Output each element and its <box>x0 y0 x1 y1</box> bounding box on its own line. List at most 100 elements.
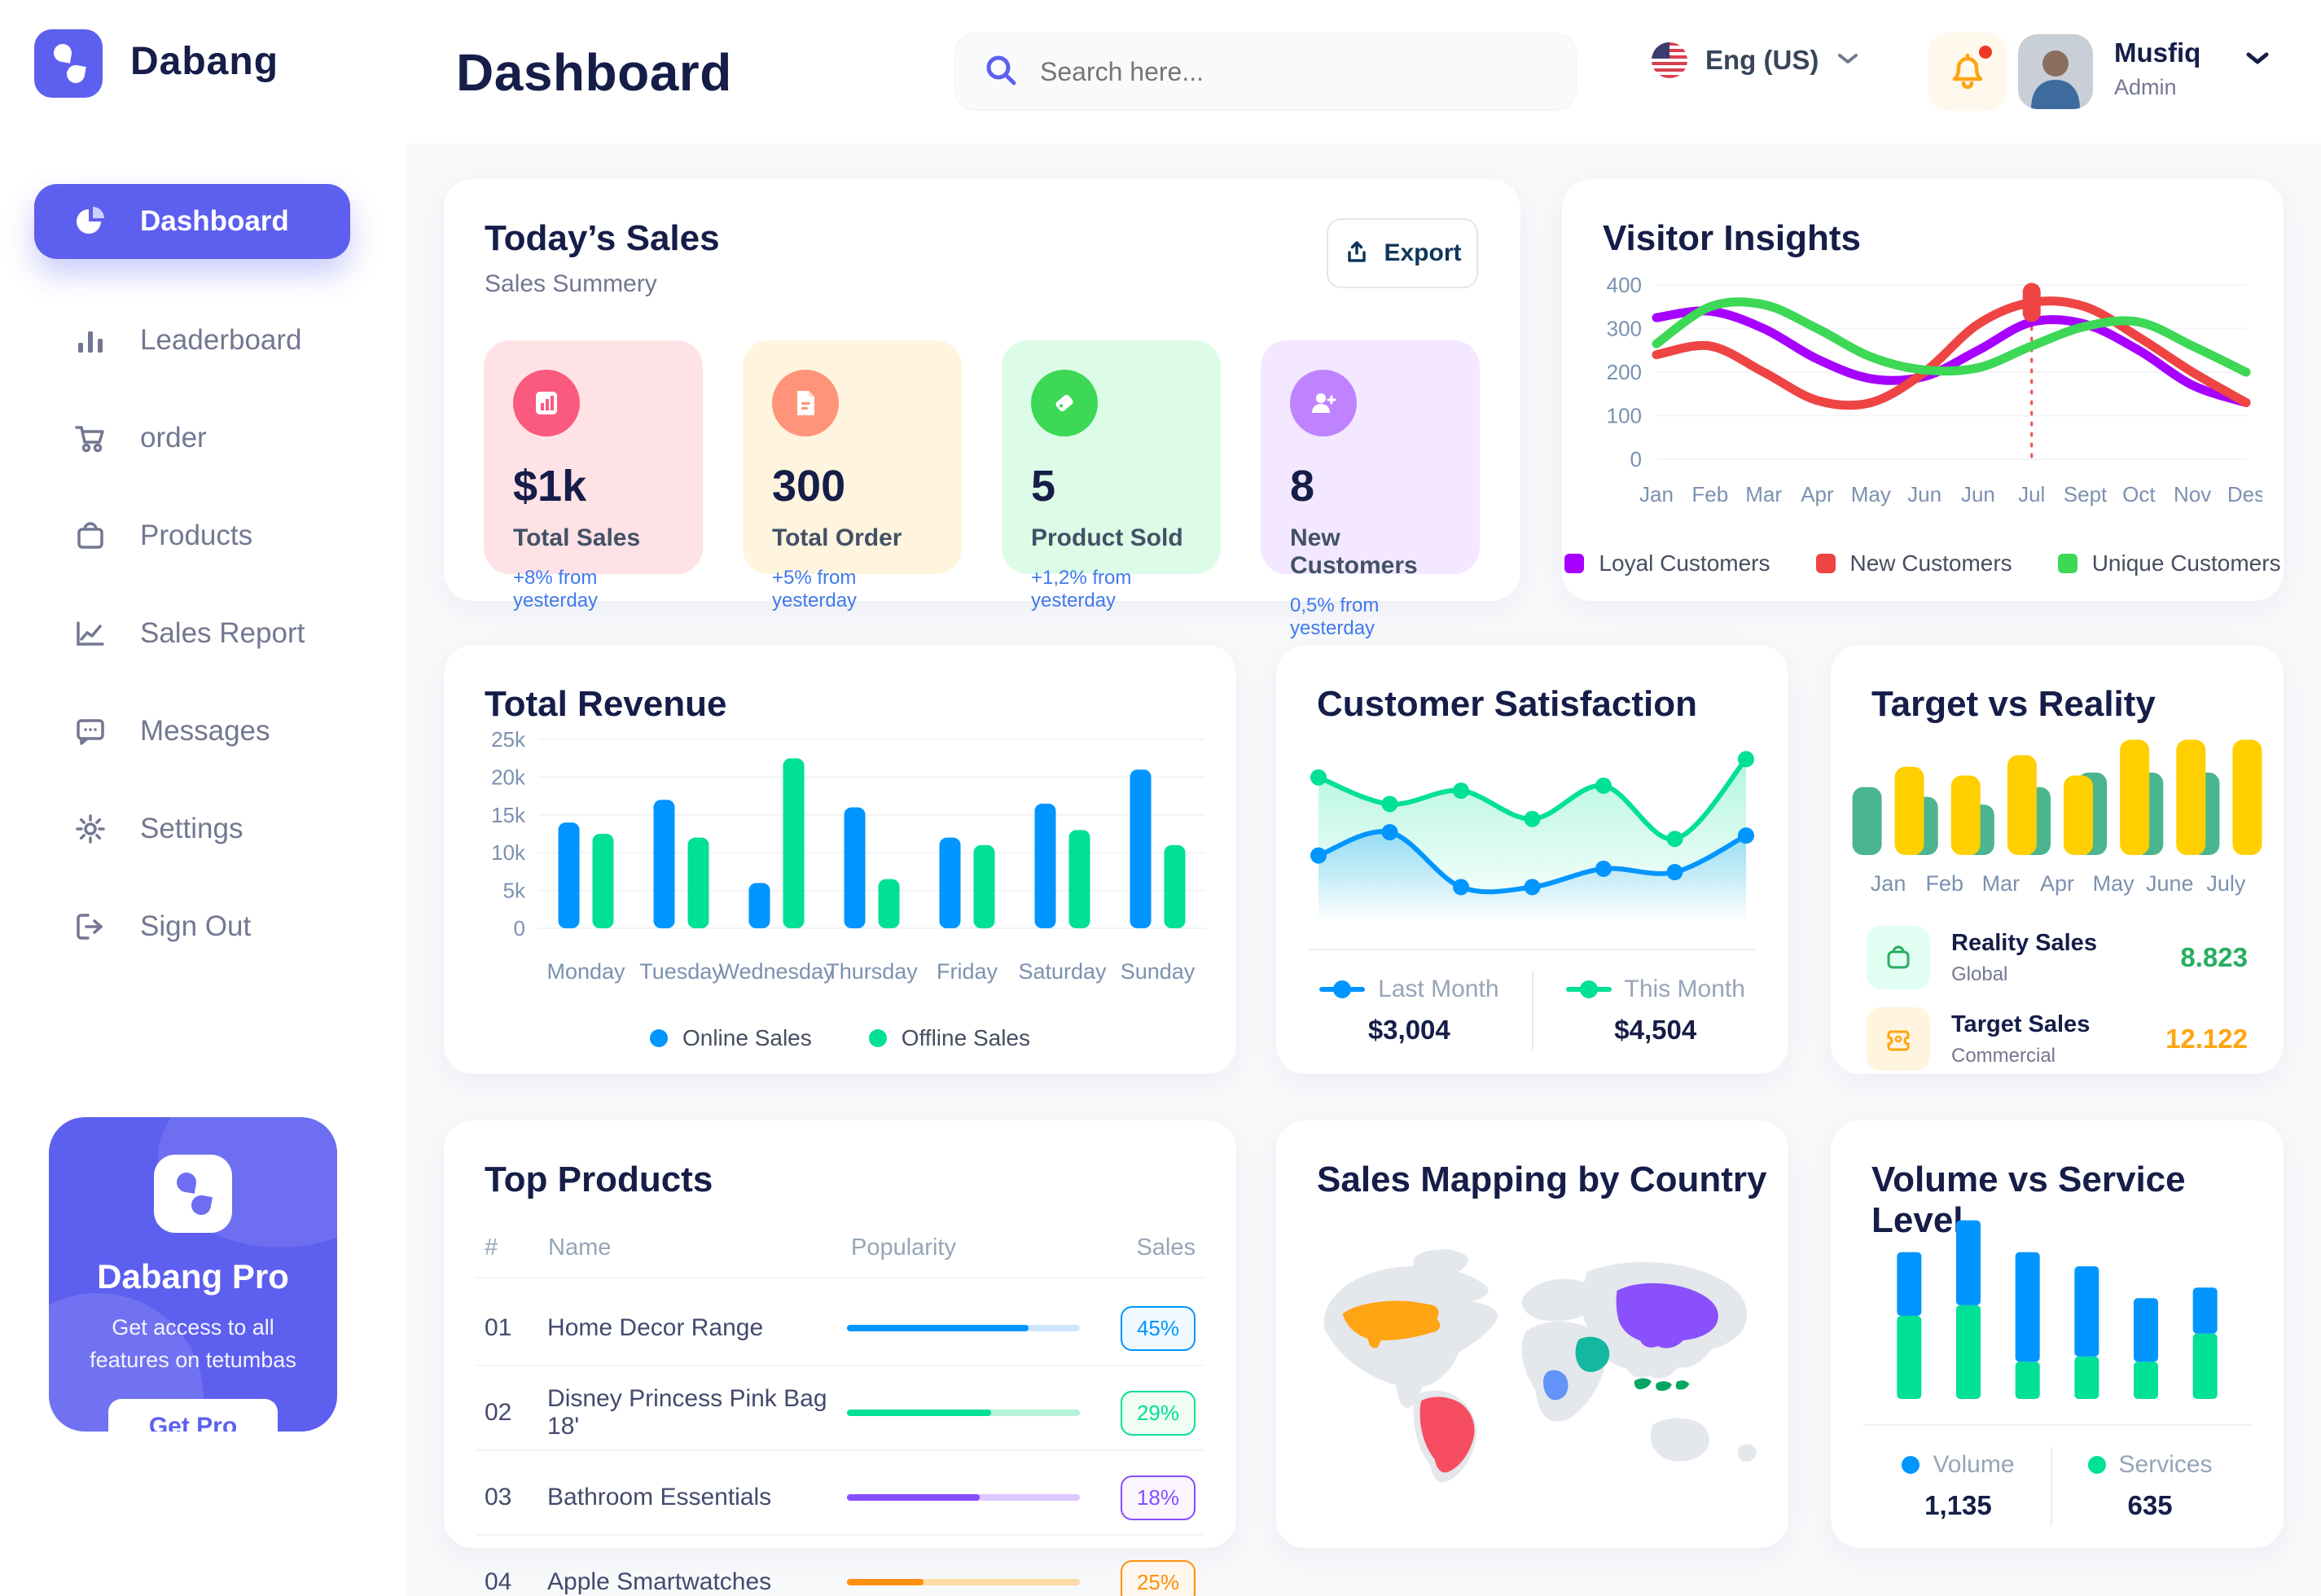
user-menu-chevron-icon[interactable] <box>2244 50 2271 71</box>
search-icon <box>983 52 1019 92</box>
top-products-card: Top Products # Name Popularity Sales 01 … <box>444 1120 1236 1596</box>
svg-text:Jan: Jan <box>1871 871 1906 896</box>
line-chart-icon <box>77 621 104 646</box>
table-row[interactable]: 01 Home Decor Range 45% <box>485 1293 1196 1363</box>
svg-text:Jun: Jun <box>1907 482 1941 506</box>
row-divider <box>476 1449 1204 1451</box>
svg-text:Feb: Feb <box>1691 482 1728 506</box>
table-row[interactable]: 03 Bathroom Essentials 18% <box>485 1462 1196 1532</box>
avatar[interactable] <box>2018 34 2093 109</box>
svg-text:June: June <box>2146 871 2194 896</box>
sales-badge: 25% <box>1121 1559 1196 1596</box>
sidebar-item-sign-out[interactable]: Sign Out <box>34 889 350 964</box>
stat-total-order: 300 Total Order +5% from yesterday <box>743 340 962 612</box>
legend-new-customers: New Customers <box>1815 550 2012 577</box>
legend-vertical-divider <box>1531 971 1533 1050</box>
sidebar-item-sales-report[interactable]: Sales Report <box>34 596 350 671</box>
stat-delta: 0,5% from yesterday <box>1290 594 1380 639</box>
sidebar-item-settings[interactable]: Settings <box>34 791 350 866</box>
search-input[interactable] <box>1040 56 1548 87</box>
legend-divider <box>1863 1424 2251 1426</box>
chevron-down-icon <box>1836 51 1859 70</box>
stat-label: Total Order <box>772 524 902 551</box>
svg-text:Sept: Sept <box>2064 482 2108 506</box>
svg-text:0: 0 <box>514 916 525 940</box>
sales-badge: 45% <box>1121 1305 1196 1351</box>
svg-text:Thursday: Thursday <box>826 959 918 984</box>
sidebar-item-order[interactable]: order <box>34 401 350 476</box>
top-products-header: # Name Popularity Sales <box>485 1234 1196 1261</box>
brand-logo <box>34 29 103 98</box>
search-bar[interactable] <box>954 33 1577 111</box>
visitor-insights-title: Visitor Insights <box>1603 218 1862 258</box>
sidebar-item-label: Products <box>140 520 253 551</box>
svg-text:Tuesday: Tuesday <box>639 959 723 984</box>
svg-text:Saturday: Saturday <box>1018 959 1107 984</box>
stat-value: 5 <box>1031 462 1056 511</box>
svg-text:May: May <box>2093 871 2135 896</box>
table-row[interactable]: 02 Disney Princess Pink Bag 18' 29% <box>485 1378 1196 1448</box>
svg-text:Wednesday: Wednesday <box>718 959 835 984</box>
svg-text:Nov: Nov <box>2174 482 2211 506</box>
legend-services: Services 635 <box>2087 1451 2213 1521</box>
sidebar-item-products[interactable]: Products <box>34 498 350 573</box>
volume-vs-service-chart <box>1860 1205 2254 1407</box>
svg-text:Apr: Apr <box>2040 871 2074 896</box>
sales-mapping-title: Sales Mapping by Country <box>1317 1160 1767 1199</box>
us-flag-icon <box>1652 42 1687 78</box>
legend-unique-customers: Unique Customers <box>2057 550 2281 577</box>
visitor-insights-card: Visitor Insights 0 100 200 300 400 Jan Feb Mar A… <box>1562 179 2284 601</box>
todays-sales-subtitle: Sales Summery <box>485 270 657 297</box>
sidebar-item-label: Leaderboard <box>140 324 302 356</box>
add-user-icon <box>1290 370 1357 436</box>
legend-volume: Volume 1,135 <box>1902 1451 2015 1521</box>
sidebar-item-leaderboard[interactable]: Leaderboard <box>34 303 350 378</box>
stat-total-sales: $1k Total Sales +8% from yesterday <box>484 340 703 612</box>
get-pro-button[interactable]: Get Pro <box>108 1399 278 1432</box>
bag-icon <box>1867 926 1930 989</box>
user-name: Musfiq <box>2114 37 2201 68</box>
svg-text:May: May <box>1851 482 1891 506</box>
total-revenue-card: Total Revenue 0 5k 10k 15k 20k 25k Monday Tuesd… <box>444 645 1236 1074</box>
notification-dot <box>1979 46 1992 59</box>
pro-logo <box>154 1155 232 1233</box>
sales-mapping-card: Sales Mapping by Country <box>1276 1120 1788 1548</box>
svg-text:Sunday: Sunday <box>1121 959 1196 984</box>
sidebar-item-dashboard[interactable]: Dashboard <box>34 184 350 259</box>
stat-value: $1k <box>513 462 587 511</box>
legend-online-sales: Online Sales <box>649 1025 812 1051</box>
sidebar-item-label: Dashboard <box>140 205 289 237</box>
legend-loyal-customers: Loyal Customers <box>1564 550 1770 577</box>
export-icon <box>1348 241 1367 262</box>
sidebar-item-messages[interactable]: Messages <box>34 694 350 769</box>
sidebar-item-label: Sales Report <box>140 617 305 649</box>
language-selector[interactable]: Eng (US) <box>1652 42 1859 78</box>
pie-chart-icon <box>77 207 104 234</box>
table-row[interactable]: 04 Apple Smartwatches 25% <box>485 1547 1196 1596</box>
stat-new-customers: 8 New Customers 0,5% from yesterday <box>1261 340 1480 639</box>
legend-value: 8.823 <box>2180 942 2248 972</box>
legend-label: Target Sales <box>1951 1011 2091 1037</box>
notifications-button[interactable] <box>1928 33 2007 111</box>
sidebar: Dabang Dashboard Leaderboard order Produ… <box>0 0 407 1596</box>
legend-sublabel: Global <box>1951 962 2008 985</box>
legend-vertical-divider <box>2050 1447 2052 1525</box>
page-title: Dashboard <box>456 43 732 102</box>
ticket-icon <box>1867 1007 1930 1071</box>
pro-subtitle: Get access to all features on tetumbas <box>90 1315 296 1372</box>
sidebar-item-label: Sign Out <box>140 910 252 942</box>
cart-icon <box>75 426 104 453</box>
legend-this-month: This Month $4,504 <box>1565 976 1745 1046</box>
stat-label: Total Sales <box>513 524 641 551</box>
svg-text:25k: 25k <box>491 728 526 752</box>
svg-text:Oct: Oct <box>2122 482 2156 506</box>
gear-icon <box>76 814 105 844</box>
row-divider <box>476 1365 1204 1366</box>
svg-text:Jul: Jul <box>2018 482 2045 506</box>
export-button[interactable]: Export <box>1327 218 1478 288</box>
todays-sales-card: Today’s Sales Sales Summery Export $1k T… <box>444 179 1520 639</box>
row-divider <box>476 1534 1204 1536</box>
svg-text:Feb: Feb <box>1925 871 1963 896</box>
total-revenue-chart: 0 5k 10k 15k 20k 25k Monday Tuesday Wednesday Thu… <box>463 727 1217 997</box>
stat-delta: +1,2% from yesterday <box>1031 567 1132 612</box>
